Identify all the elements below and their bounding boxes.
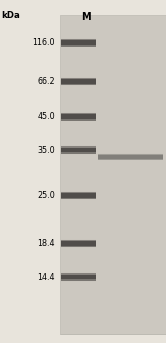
Text: 66.2: 66.2 — [37, 77, 55, 86]
Bar — [61, 113, 96, 121]
Bar — [61, 146, 96, 154]
Bar — [61, 112, 96, 114]
Text: kDa: kDa — [2, 11, 20, 20]
Bar — [98, 158, 163, 161]
Bar — [61, 38, 96, 40]
Bar — [61, 77, 96, 79]
Bar — [61, 272, 96, 274]
Bar — [61, 240, 96, 247]
Text: 35.0: 35.0 — [37, 146, 55, 155]
Bar — [61, 78, 96, 85]
Text: M: M — [82, 12, 91, 22]
Bar — [61, 152, 96, 155]
Text: 14.4: 14.4 — [37, 273, 55, 282]
Bar — [61, 192, 96, 199]
Bar — [60, 15, 166, 334]
Text: 116.0: 116.0 — [32, 38, 55, 47]
Bar — [61, 84, 96, 86]
Text: 45.0: 45.0 — [37, 113, 55, 121]
Bar — [98, 153, 163, 155]
Bar — [60, 15, 166, 334]
Bar — [61, 198, 96, 200]
Bar — [61, 273, 96, 281]
Bar — [98, 154, 163, 160]
Bar — [61, 39, 96, 47]
Bar — [61, 246, 96, 248]
Bar — [61, 191, 96, 193]
Text: 25.0: 25.0 — [37, 191, 55, 200]
Bar — [61, 119, 96, 121]
Bar — [61, 279, 96, 282]
Bar — [61, 239, 96, 241]
Bar — [61, 45, 96, 47]
Text: 18.4: 18.4 — [37, 239, 55, 248]
Bar — [61, 145, 96, 147]
